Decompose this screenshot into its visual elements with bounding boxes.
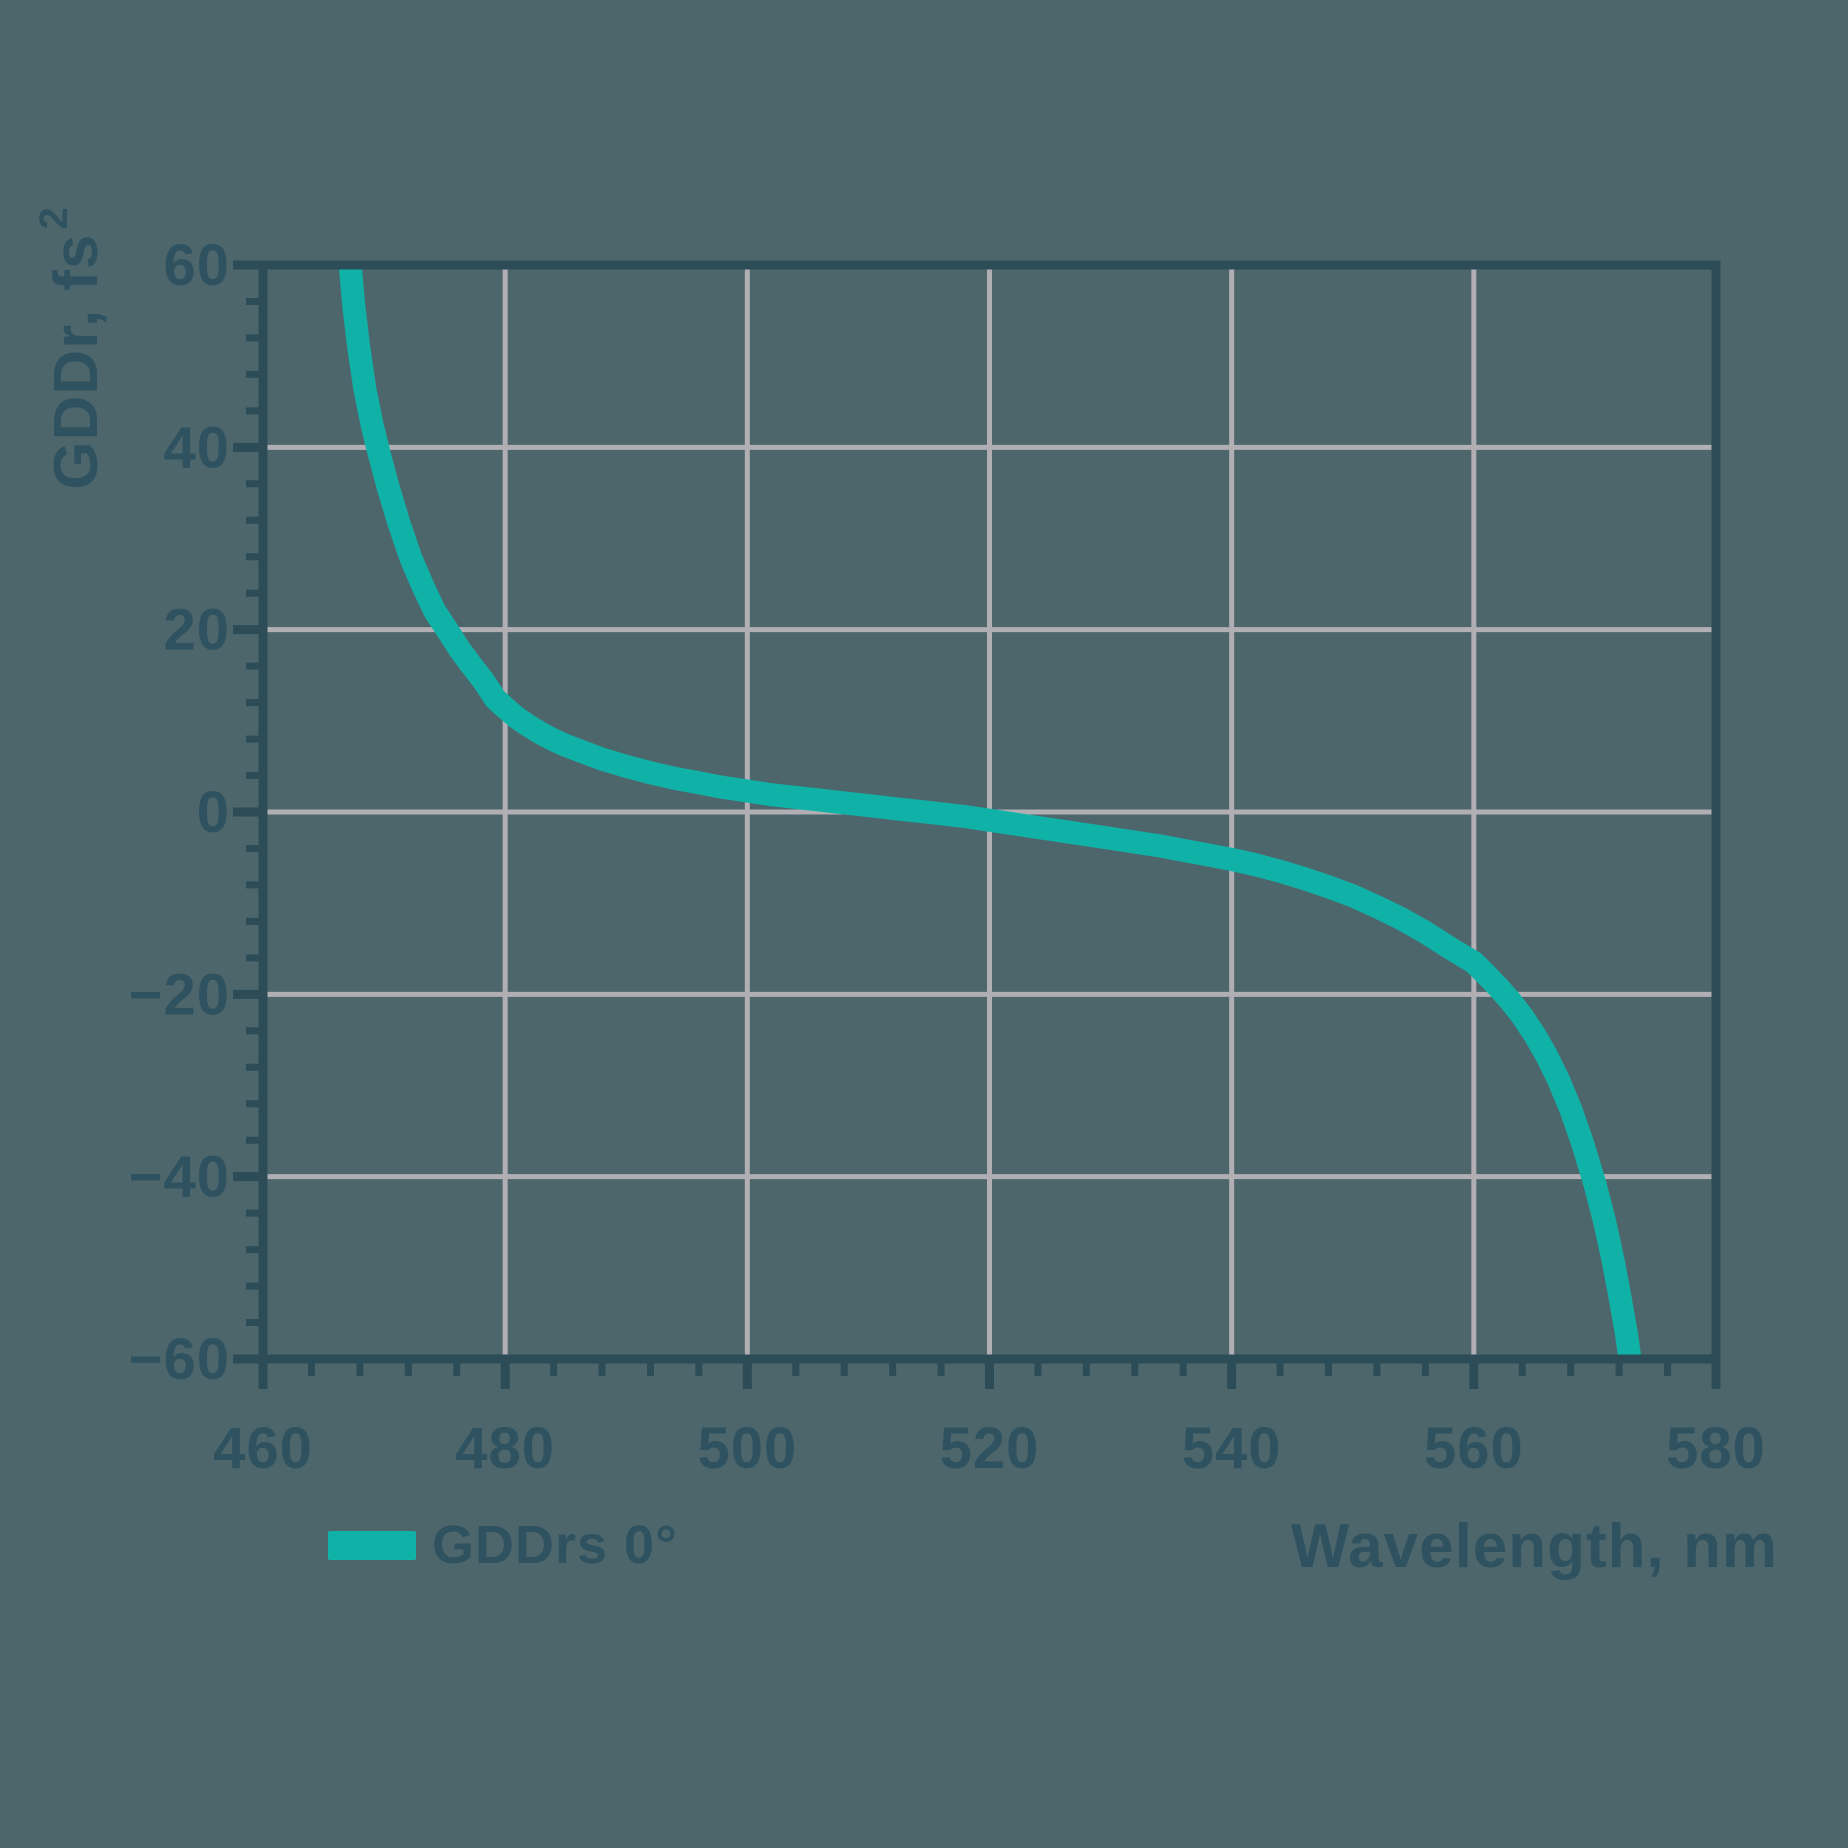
gdd-curve bbox=[338, 265, 1642, 1359]
y-axis-label: GDDr, fs 2 bbox=[30, 168, 122, 528]
x-tick-label: 460 bbox=[213, 1416, 313, 1481]
y-tick-label: −60 bbox=[129, 1327, 230, 1392]
legend: GDDrs 0° bbox=[328, 1518, 678, 1572]
y-tick-label: −20 bbox=[129, 962, 230, 1027]
y-tick-label: 40 bbox=[163, 415, 230, 480]
axis-ticks bbox=[233, 260, 1721, 1389]
y-tick-label: 0 bbox=[197, 780, 230, 845]
y-axis-label-text: GDDr, fs bbox=[41, 233, 111, 490]
y-tick-label: 60 bbox=[163, 233, 230, 298]
tick-labels: 460 480 500 520 540 560 580 −60 −40 −20 0 20 40 60 bbox=[129, 233, 1766, 1481]
y-tick-label: −40 bbox=[129, 1145, 230, 1210]
legend-swatch-gddrs bbox=[328, 1530, 416, 1560]
x-tick-label: 540 bbox=[1182, 1416, 1282, 1481]
gridlines bbox=[263, 265, 1716, 1359]
x-tick-label: 500 bbox=[697, 1416, 797, 1481]
x-tick-label: 560 bbox=[1424, 1416, 1524, 1481]
legend-label: GDDrs 0° bbox=[432, 1515, 678, 1575]
x-axis-label: Wavelength, nm bbox=[1290, 1512, 1778, 1581]
x-tick-label: 520 bbox=[940, 1416, 1040, 1481]
x-tick-label: 480 bbox=[455, 1416, 555, 1481]
curve-layer bbox=[338, 265, 1642, 1359]
y-tick-label: 20 bbox=[163, 598, 230, 663]
y-axis-label-superscript: 2 bbox=[31, 206, 76, 230]
x-tick-label: 580 bbox=[1666, 1416, 1766, 1481]
